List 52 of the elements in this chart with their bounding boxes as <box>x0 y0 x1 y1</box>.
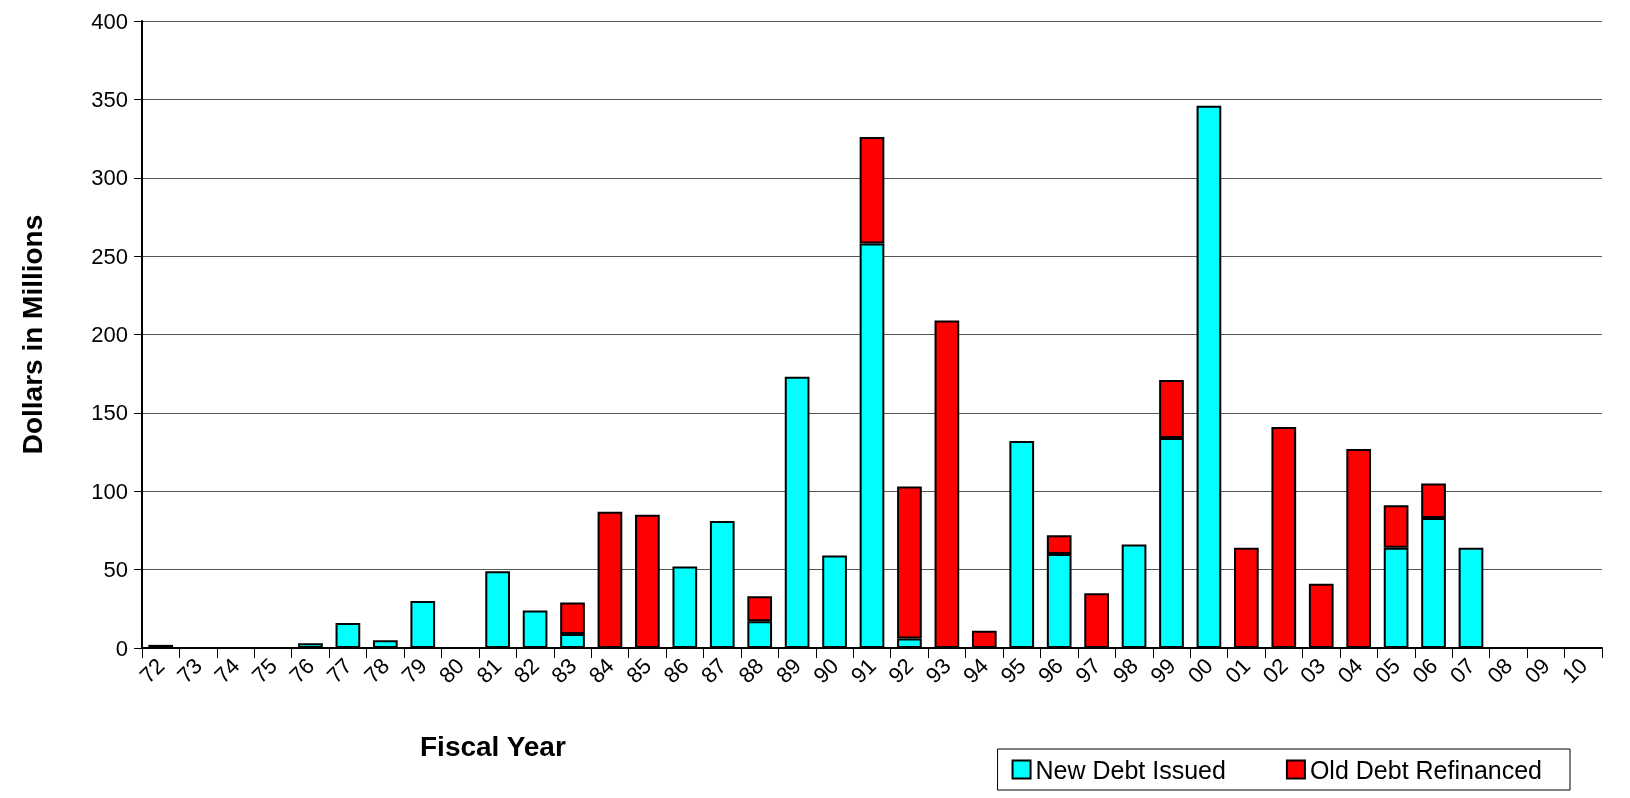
x-tick-label: 08 <box>1482 653 1518 689</box>
x-tick-label: 07 <box>1444 653 1480 689</box>
x-tick-label: 74 <box>209 653 245 689</box>
x-tick-label: 96 <box>1033 653 1069 689</box>
x-tick-label: 01 <box>1220 653 1256 689</box>
x-tick-label: 79 <box>396 653 432 689</box>
x-tick-label: 82 <box>508 653 544 689</box>
x-axis-title: Fiscal Year <box>420 730 566 762</box>
y-tick-label: 350 <box>91 86 128 112</box>
x-tick-label: 09 <box>1519 653 1555 689</box>
legend-label: New Debt Issued <box>1035 755 1226 784</box>
y-tick-label: 50 <box>103 557 128 583</box>
x-tick-label: 97 <box>1070 653 1106 689</box>
x-tick-label: 77 <box>321 653 357 689</box>
y-tick-label: 300 <box>91 165 128 191</box>
x-tick-label: 78 <box>359 653 395 689</box>
x-tick-label: 85 <box>621 653 657 689</box>
x-tick-label: 94 <box>958 653 994 689</box>
y-tick-label: 100 <box>91 478 128 504</box>
x-tick-label: 80 <box>434 653 470 689</box>
x-tick-label: 75 <box>246 653 282 689</box>
x-tick-label: 76 <box>284 653 320 689</box>
x-tick-label: 03 <box>1295 653 1331 689</box>
x-tick-label: 10 <box>1557 653 1593 689</box>
x-tick-label: 06 <box>1407 653 1443 689</box>
y-tick-label: 150 <box>91 400 128 426</box>
x-tick-label: 98 <box>1107 653 1143 689</box>
x-tick-label: 04 <box>1332 653 1368 689</box>
y-tick-label: 200 <box>91 322 128 347</box>
x-tick-label: 83 <box>546 653 582 689</box>
x-tick-label: 84 <box>583 653 619 689</box>
y-tick-label: 250 <box>91 243 128 269</box>
x-tick-label: 99 <box>1145 653 1181 689</box>
x-tick-label: 81 <box>471 653 507 689</box>
x-tick-label: 89 <box>770 653 806 689</box>
x-tick-label: 91 <box>845 653 881 689</box>
x-tick-label: 86 <box>658 653 694 689</box>
y-tick-label: 0 <box>115 635 128 661</box>
x-tick-label: 95 <box>995 653 1031 689</box>
x-tick-label: 92 <box>883 653 919 689</box>
x-tick-label: 88 <box>733 653 769 689</box>
x-tick-label: 00 <box>1182 653 1218 689</box>
x-tick-label: 90 <box>808 653 844 689</box>
x-tick-label: 05 <box>1369 653 1405 689</box>
legend-label: Old Debt Refinanced <box>1309 755 1543 784</box>
x-tick-label: 73 <box>172 653 207 689</box>
y-tick-label: 400 <box>91 8 128 34</box>
x-tick-label: 72 <box>134 653 170 689</box>
y-axis-title: Dollars in Millions <box>16 214 48 455</box>
x-tick-label: 02 <box>1257 653 1293 689</box>
x-tick-label: 87 <box>696 653 732 689</box>
x-tick-label: 93 <box>920 653 956 689</box>
